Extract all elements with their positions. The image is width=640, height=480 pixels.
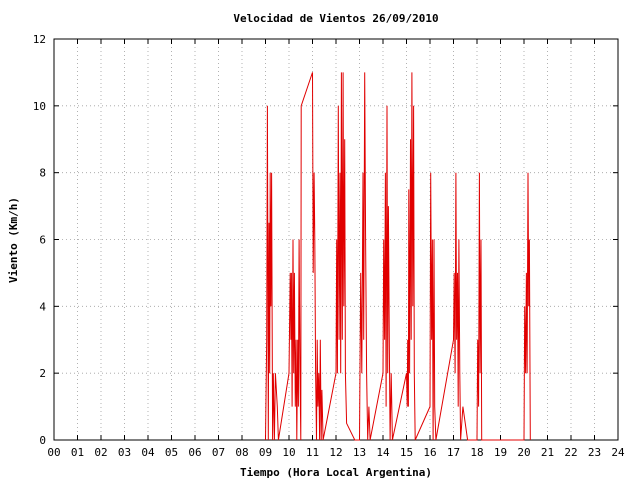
x-tick-label: 06 xyxy=(188,446,201,459)
y-tick-labels: 0 2 4 6 8 10 12 xyxy=(33,33,47,447)
y-tick-label: 2 xyxy=(39,367,46,380)
x-tick-label: 16 xyxy=(423,446,436,459)
x-tick-label: 18 xyxy=(470,446,483,459)
axis-ticks xyxy=(53,38,619,441)
x-tick-label: 24 xyxy=(611,446,625,459)
x-tick-label: 03 xyxy=(118,446,131,459)
x-tick-label: 01 xyxy=(71,446,84,459)
x-tick-label: 17 xyxy=(447,446,460,459)
x-tick-label: 02 xyxy=(94,446,107,459)
x-tick-label: 23 xyxy=(588,446,601,459)
x-tick-label: 04 xyxy=(141,446,155,459)
wind-speed-line xyxy=(265,72,531,441)
series-group xyxy=(265,72,531,441)
y-tick-label: 12 xyxy=(33,33,46,46)
x-tick-label: 12 xyxy=(329,446,342,459)
grid-lines xyxy=(54,39,618,440)
y-tick-label: 8 xyxy=(39,167,46,180)
x-tick-label: 15 xyxy=(400,446,413,459)
x-tick-label: 20 xyxy=(517,446,530,459)
y-axis-label: Viento (Km/h) xyxy=(7,197,20,283)
x-tick-label: 11 xyxy=(306,446,319,459)
x-tick-label: 14 xyxy=(376,446,390,459)
x-tick-labels: 00 01 02 03 04 05 06 07 08 09 10 11 12 13 14 15 16 17 18 19… xyxy=(47,446,625,459)
x-tick-label: 21 xyxy=(541,446,554,459)
y-tick-label: 0 xyxy=(39,434,46,447)
x-axis-label: Tiempo (Hora Local Argentina) xyxy=(240,466,432,479)
y-tick-label: 6 xyxy=(39,234,46,247)
x-tick-label: 00 xyxy=(47,446,60,459)
y-tick-label: 10 xyxy=(33,100,46,113)
x-tick-label: 05 xyxy=(165,446,178,459)
x-tick-label: 19 xyxy=(494,446,507,459)
x-tick-label: 13 xyxy=(353,446,366,459)
x-tick-label: 10 xyxy=(282,446,295,459)
x-tick-label: 22 xyxy=(564,446,577,459)
x-tick-label: 09 xyxy=(259,446,272,459)
y-tick-label: 4 xyxy=(39,300,46,313)
x-tick-label: 08 xyxy=(235,446,248,459)
chart-title: Velocidad de Vientos 26/09/2010 xyxy=(233,12,438,25)
x-tick-label: 07 xyxy=(212,446,225,459)
